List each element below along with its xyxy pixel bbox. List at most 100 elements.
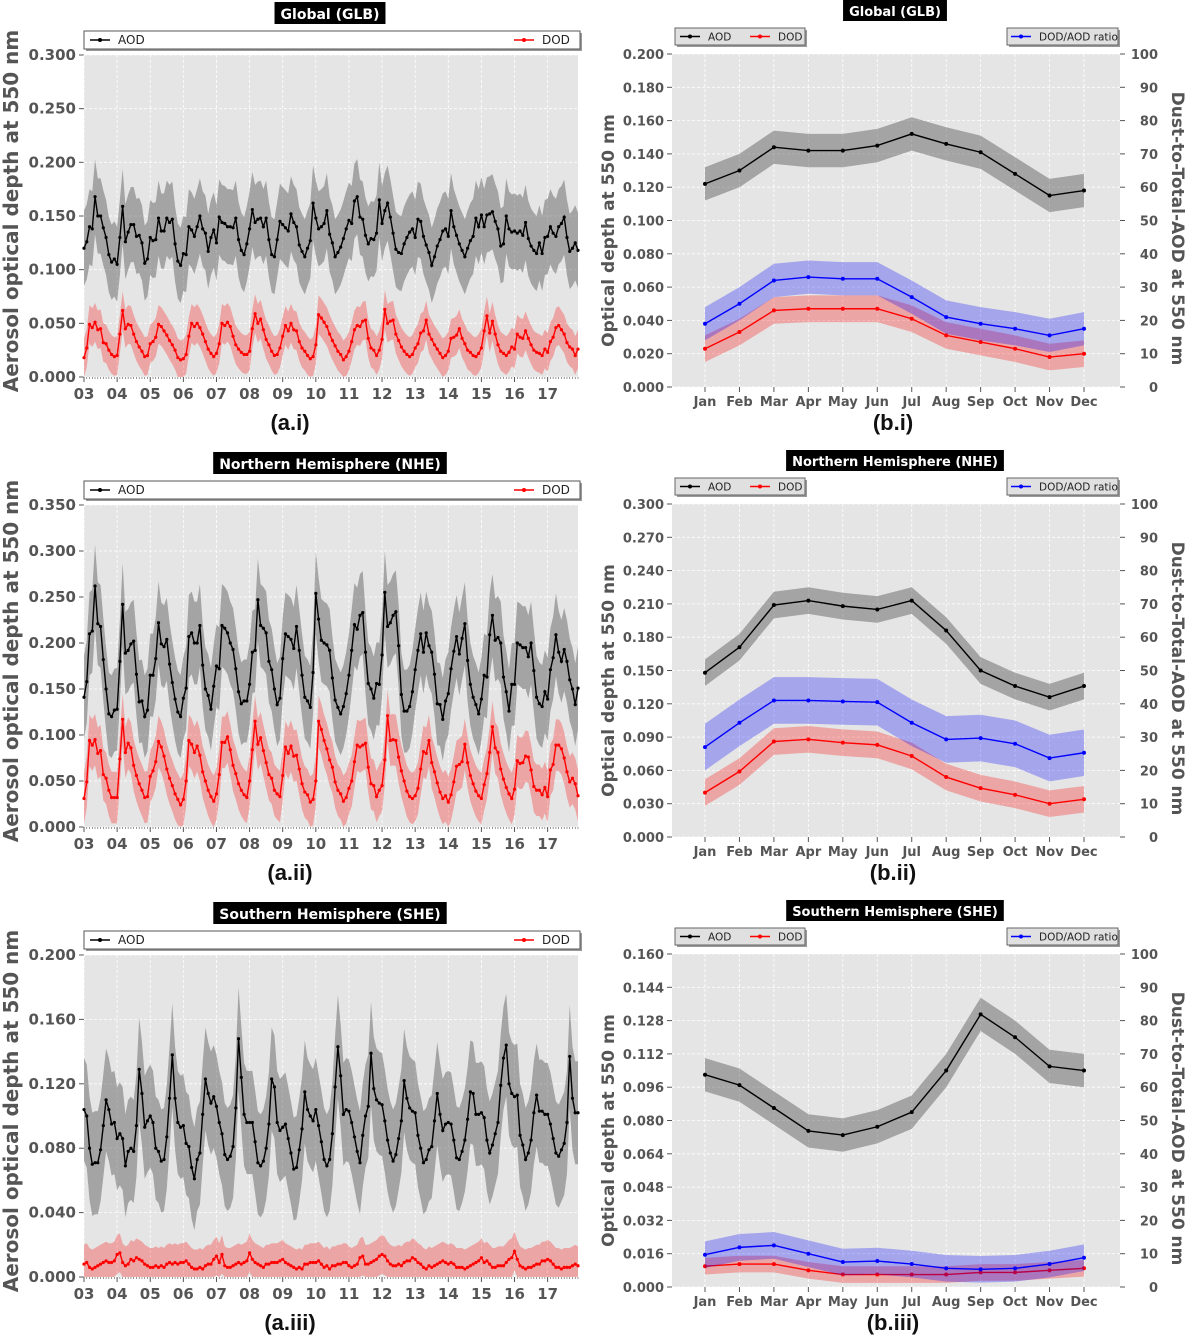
data-point xyxy=(170,784,174,788)
data-point xyxy=(272,353,277,358)
data-point xyxy=(457,1265,461,1269)
data-point xyxy=(771,698,776,703)
x-tick-label: 16 xyxy=(504,835,525,853)
data-point xyxy=(449,667,453,671)
data-point xyxy=(737,720,742,725)
chart-title: Southern Hemisphere (SHE) xyxy=(792,905,998,920)
data-point xyxy=(565,659,569,664)
data-point xyxy=(806,1128,811,1133)
data-point xyxy=(452,649,456,653)
data-point xyxy=(466,658,470,663)
chart-panel-ai: 0.000 0.050 0.100 0.150 0.200 0.250 0.300 03 04 0… xyxy=(0,2,582,435)
data-point xyxy=(504,353,508,358)
data-point xyxy=(289,1264,293,1268)
y2-tick-label: 100 xyxy=(1131,498,1158,513)
y-tick-label: 0.048 xyxy=(623,1181,664,1196)
data-point xyxy=(322,1157,326,1162)
data-point xyxy=(259,1264,263,1268)
data-point xyxy=(507,792,511,796)
data-point xyxy=(737,645,742,650)
data-point xyxy=(159,1159,163,1163)
data-point xyxy=(154,335,158,339)
data-point xyxy=(176,797,180,802)
data-point xyxy=(840,699,845,704)
data-point xyxy=(454,333,459,337)
data-point xyxy=(1013,1266,1018,1271)
data-point xyxy=(388,319,392,323)
data-point xyxy=(432,343,437,347)
data-point xyxy=(159,324,163,329)
data-point xyxy=(875,607,880,612)
data-point xyxy=(350,221,354,226)
data-point xyxy=(167,338,172,343)
data-point xyxy=(482,783,486,787)
data-point xyxy=(253,1140,257,1144)
data-point xyxy=(247,227,252,231)
data-point xyxy=(336,1262,340,1266)
data-point xyxy=(771,1262,776,1267)
data-point xyxy=(328,332,332,336)
data-point xyxy=(170,343,174,347)
data-point xyxy=(93,1265,97,1269)
x-tick-label: 11 xyxy=(339,835,360,853)
data-point xyxy=(278,696,282,700)
data-point xyxy=(187,634,191,639)
data-point xyxy=(223,626,227,630)
legend-label: DOD/AOD ratio xyxy=(1039,932,1118,944)
series-line-dod xyxy=(704,308,1085,358)
data-point xyxy=(112,257,116,261)
plot-area xyxy=(672,954,1120,1287)
data-point xyxy=(416,1133,420,1137)
data-point xyxy=(570,687,575,691)
data-point xyxy=(93,584,97,588)
data-point xyxy=(421,1161,426,1165)
data-point xyxy=(385,1259,390,1263)
data-point xyxy=(162,1265,166,1269)
data-point xyxy=(372,1087,376,1091)
data-point xyxy=(184,779,188,783)
data-point xyxy=(496,1264,500,1268)
data-point xyxy=(173,348,177,352)
data-point xyxy=(443,1260,448,1265)
data-point xyxy=(104,687,108,691)
y2-tick-label: 90 xyxy=(1140,531,1158,546)
data-point xyxy=(1047,1268,1052,1273)
data-point xyxy=(121,717,125,721)
y-tick-label: 0.200 xyxy=(29,634,76,652)
data-point xyxy=(840,276,845,281)
data-point xyxy=(115,262,119,266)
legend: AOD DOD xyxy=(83,30,582,51)
data-point xyxy=(184,352,188,357)
data-point xyxy=(256,1161,260,1165)
data-point xyxy=(391,1159,395,1163)
x-tick-label: Aug xyxy=(932,395,961,410)
data-point xyxy=(203,687,208,691)
data-point xyxy=(234,216,238,220)
data-point xyxy=(107,788,111,792)
data-point xyxy=(397,644,401,648)
data-point xyxy=(397,250,401,255)
y-tick-label: 0.300 xyxy=(29,542,76,560)
data-point xyxy=(559,221,564,226)
data-point xyxy=(518,643,522,647)
data-point xyxy=(134,672,139,676)
x-tick-label: Jul xyxy=(901,845,921,860)
data-point xyxy=(217,1120,221,1125)
data-point xyxy=(195,641,199,645)
data-point xyxy=(352,1135,357,1139)
data-point xyxy=(201,1267,205,1271)
data-point xyxy=(96,751,100,756)
data-point xyxy=(134,1256,139,1260)
legend-marker xyxy=(758,34,762,39)
data-point xyxy=(358,215,362,219)
data-point xyxy=(178,1125,183,1129)
data-point xyxy=(319,1262,323,1266)
data-point xyxy=(292,1167,296,1171)
data-point xyxy=(303,1090,307,1094)
data-point xyxy=(347,673,351,677)
data-point xyxy=(118,1251,122,1255)
data-point xyxy=(399,1119,403,1123)
y-tick-label: 0.144 xyxy=(623,981,664,996)
data-point xyxy=(333,255,337,259)
data-point xyxy=(294,1165,299,1170)
